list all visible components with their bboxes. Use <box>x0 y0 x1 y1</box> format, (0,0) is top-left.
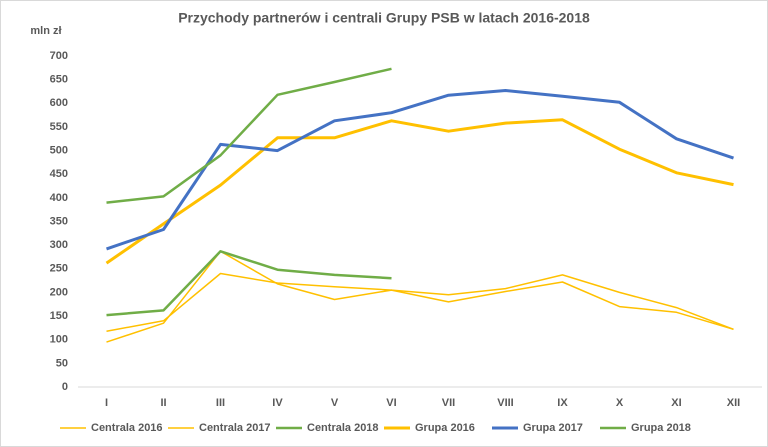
series-line <box>106 250 392 317</box>
series-line <box>106 67 392 204</box>
legend-label: Centrala 2017 <box>199 422 271 434</box>
series-line <box>105 118 734 265</box>
x-tick-label: XII <box>727 397 740 409</box>
y-tick-label: 650 <box>50 74 68 86</box>
y-tick-label: 150 <box>50 310 68 322</box>
y-tick-label: 550 <box>50 121 68 133</box>
legend-label: Centrala 2018 <box>307 422 379 434</box>
x-tick-label: V <box>331 397 339 409</box>
y-tick-label: 300 <box>50 239 68 251</box>
legend-label: Grupa 2018 <box>631 422 691 434</box>
series-line <box>106 89 734 251</box>
y-tick-label: 400 <box>50 192 68 204</box>
x-tick-label: VII <box>442 397 455 409</box>
y-tick-label: 350 <box>50 215 68 227</box>
y-tick-label: 450 <box>50 168 68 180</box>
x-tick-label: I <box>105 397 108 409</box>
x-tick-label: II <box>160 397 166 409</box>
series-line <box>106 272 734 332</box>
x-tick-label: III <box>216 397 225 409</box>
legend-label: Grupa 2017 <box>523 422 583 434</box>
x-tick-label: VIII <box>497 397 514 409</box>
series-line <box>106 250 734 343</box>
legend-label: Grupa 2016 <box>415 422 475 434</box>
legend-label: Centrala 2016 <box>91 422 163 434</box>
y-tick-label: 200 <box>50 286 68 298</box>
x-tick-label: VI <box>386 397 396 409</box>
y-axis-label: mln zł <box>30 25 61 37</box>
y-tick-label: 500 <box>50 144 68 156</box>
x-tick-label: XI <box>671 397 681 409</box>
y-tick-label: 50 <box>56 357 68 369</box>
y-tick-label: 250 <box>50 263 68 275</box>
y-tick-label: 0 <box>62 381 68 393</box>
y-tick-label: 700 <box>50 50 68 62</box>
chart-title: Przychody partnerów i centrali Grupy PSB… <box>178 10 590 26</box>
y-tick-label: 600 <box>50 97 68 109</box>
y-tick-label: 100 <box>50 334 68 346</box>
x-tick-label: IX <box>557 397 568 409</box>
x-tick-label: X <box>616 397 624 409</box>
x-tick-label: IV <box>272 397 283 409</box>
